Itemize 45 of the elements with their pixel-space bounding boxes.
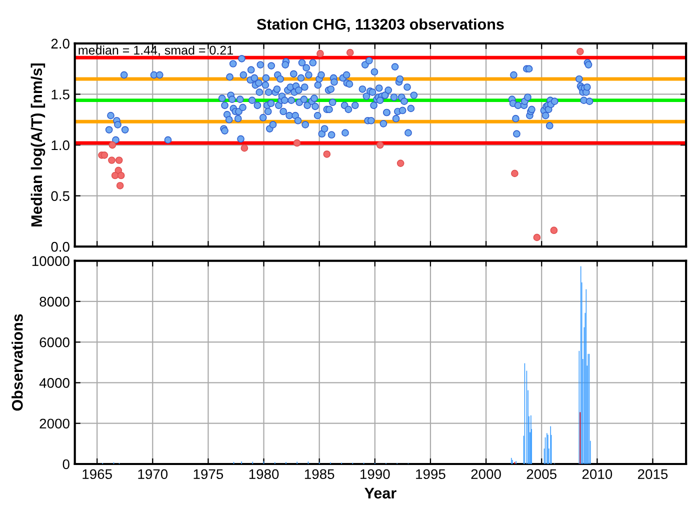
y-axis-title: Median log(A/T) [nm/s]	[30, 64, 46, 226]
point	[376, 141, 384, 149]
y-tick-label: 1.0	[52, 140, 70, 150]
point	[576, 48, 584, 56]
y-tick-label: 4000	[39, 378, 70, 388]
x-tick-label: 2010	[582, 469, 612, 480]
x-tick-label: 1995	[416, 469, 446, 480]
x-tick-label: 1985	[304, 469, 334, 480]
x-tick-label: 1970	[138, 469, 168, 480]
annotation: median = 1.44, smad = 0.21	[78, 45, 233, 56]
point	[240, 144, 248, 152]
point	[396, 160, 404, 167]
point	[293, 139, 301, 147]
x-tick-label: 1965	[82, 469, 112, 480]
y-tick-label: 0	[62, 459, 70, 470]
point	[115, 156, 123, 164]
point	[117, 172, 125, 180]
point	[550, 226, 558, 234]
point	[511, 170, 518, 178]
x-tick-label: 1980	[249, 469, 279, 480]
y-tick-label: 1.5	[52, 90, 70, 100]
y-tick-label: 0.0	[51, 242, 70, 252]
point	[108, 141, 116, 149]
x-tick-label: 2005	[526, 469, 556, 480]
y-tick-label: 2.0	[51, 38, 70, 49]
point	[116, 182, 124, 190]
point	[346, 48, 354, 56]
y-tick-label: 10000	[32, 256, 70, 266]
x-axis-title: Year	[364, 488, 396, 499]
y-tick-label: 0.5	[51, 191, 70, 201]
point	[323, 150, 331, 158]
x-tick-label: 2015	[638, 469, 668, 480]
y-tick-label: 2000	[40, 418, 70, 429]
y-tick-label: 6000	[40, 337, 70, 348]
x-tick-label: 1990	[360, 469, 390, 480]
point	[316, 50, 324, 58]
point	[533, 234, 541, 242]
y-axis-title: Observations	[12, 314, 23, 411]
point	[108, 156, 116, 164]
point	[111, 172, 119, 180]
x-tick-label: 2000	[471, 469, 501, 480]
x-tick-label: 1975	[194, 469, 224, 480]
y-tick-label: 8000	[40, 296, 70, 307]
point	[100, 152, 108, 159]
chart-title: Station CHG, 113203 observations	[256, 18, 504, 32]
